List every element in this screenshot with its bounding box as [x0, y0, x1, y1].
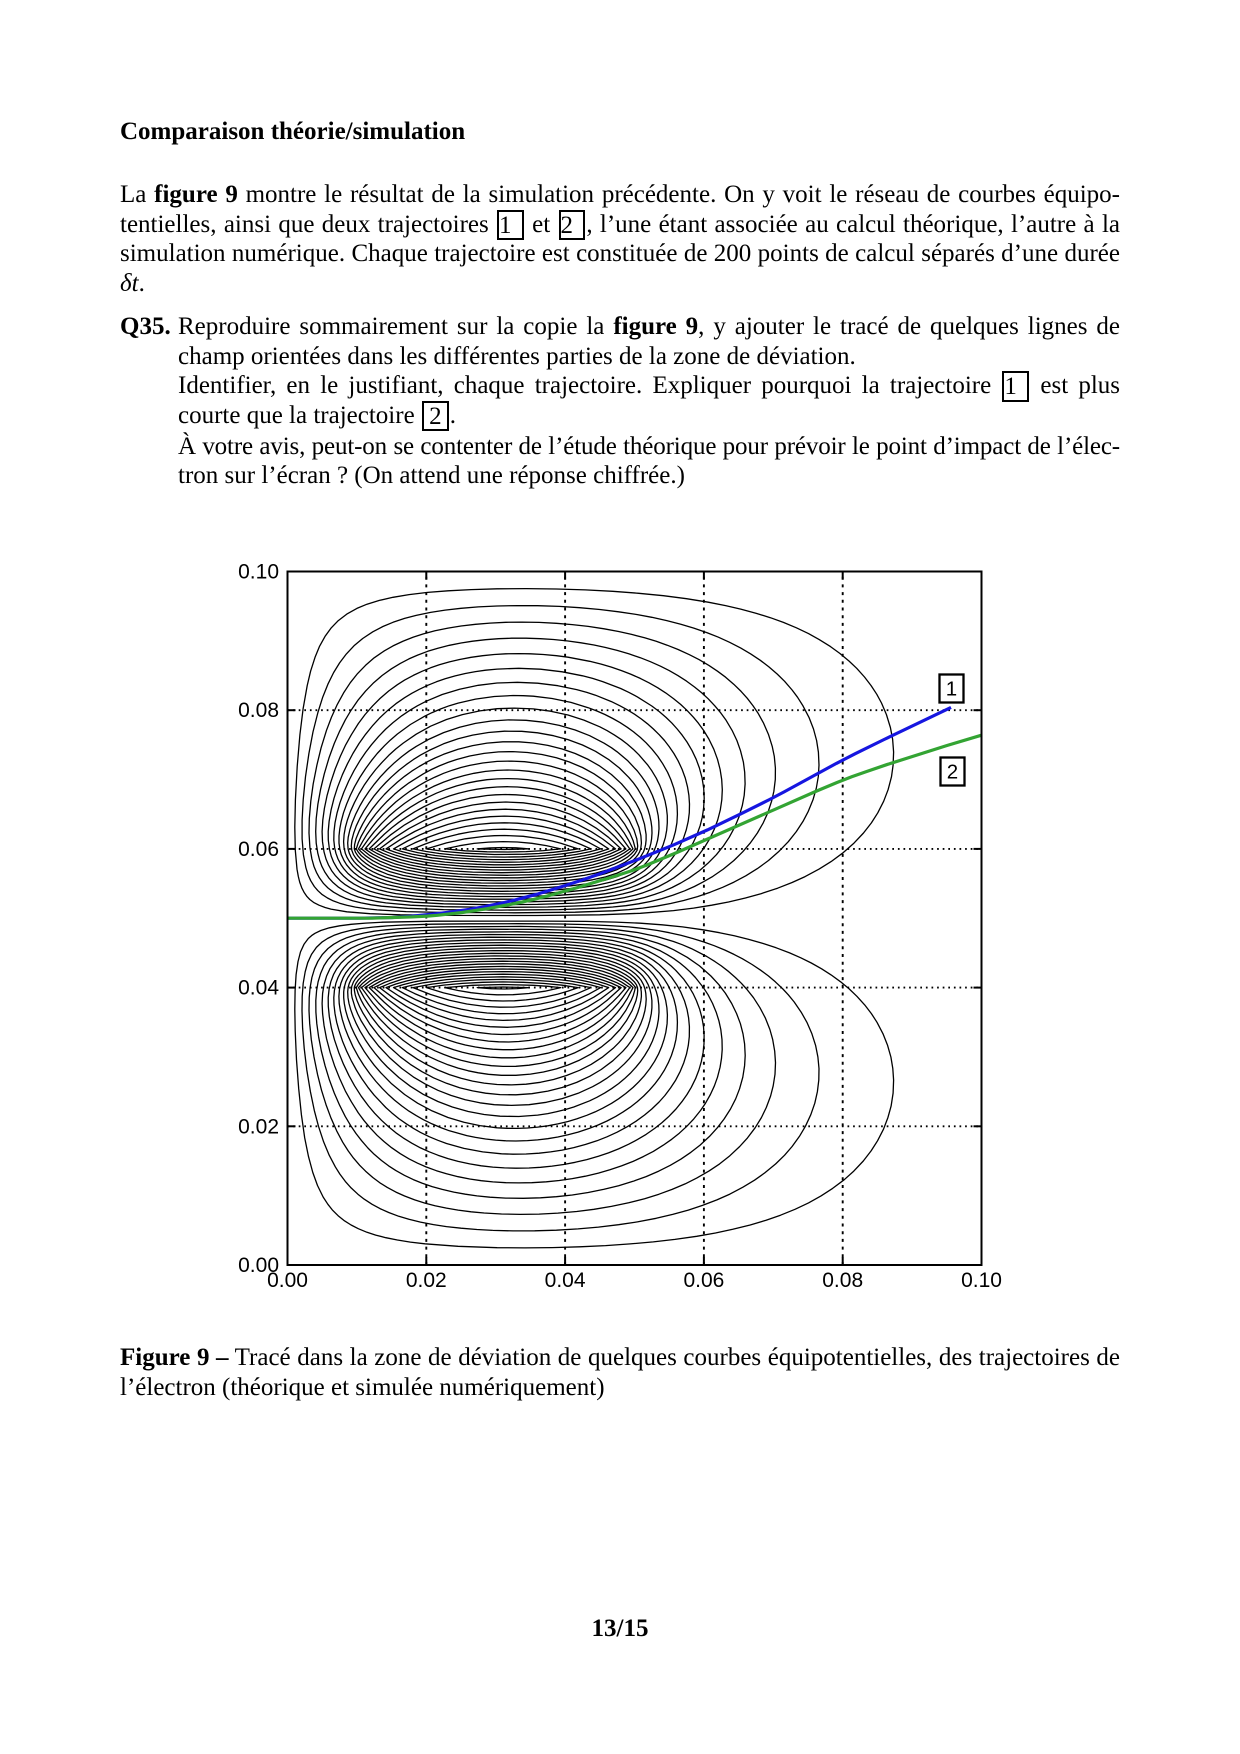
svg-text:0.08: 0.08	[238, 699, 279, 722]
svg-text:0.08: 0.08	[822, 1269, 863, 1292]
svg-text:1: 1	[946, 678, 957, 701]
svg-text:0.10: 0.10	[238, 561, 279, 584]
svg-text:0.02: 0.02	[406, 1269, 447, 1292]
svg-text:2: 2	[947, 761, 958, 784]
svg-text:0.00: 0.00	[238, 1254, 279, 1277]
svg-text:0.04: 0.04	[545, 1269, 586, 1292]
svg-text:0.04: 0.04	[238, 977, 279, 1000]
svg-text:0.06: 0.06	[683, 1269, 724, 1292]
svg-text:0.02: 0.02	[238, 1115, 279, 1138]
svg-text:0.10: 0.10	[961, 1269, 1002, 1292]
svg-text:0.06: 0.06	[238, 838, 279, 861]
svg-text:0.00: 0.00	[267, 1269, 308, 1292]
